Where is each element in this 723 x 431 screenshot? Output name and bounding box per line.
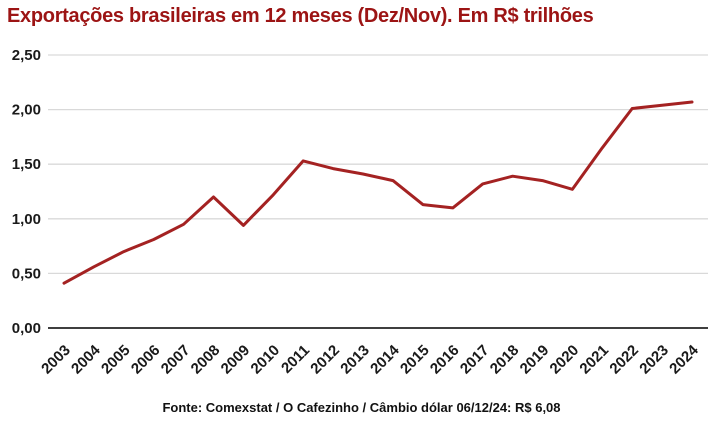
- y-tick-label: 2,50: [12, 47, 41, 64]
- x-tick-label: 2021: [576, 342, 612, 378]
- x-tick-label: 2018: [487, 342, 523, 378]
- chart-source-caption: Fonte: Comexstat / O Cafezinho / Câmbio …: [162, 400, 561, 415]
- y-tick-label: 1,50: [12, 156, 41, 173]
- x-tick-label: 2020: [547, 342, 583, 378]
- x-tick-label: 2005: [98, 342, 134, 378]
- y-tick-label: 0,50: [12, 265, 41, 282]
- x-tick-label: 2024: [666, 341, 702, 377]
- y-tick-label: 2,00: [12, 102, 41, 119]
- x-tick-label: 2010: [248, 342, 284, 378]
- x-tick-label: 2016: [427, 342, 463, 378]
- x-tick-label: 2011: [278, 342, 313, 377]
- x-tick-label: 2015: [397, 342, 433, 378]
- chart-title: Exportações brasileiras em 12 meses (Dez…: [7, 5, 594, 27]
- x-tick-label: 2013: [337, 342, 373, 378]
- y-tick-label: 1,00: [12, 211, 41, 228]
- x-tick-label: 2007: [158, 342, 194, 378]
- x-tick-label: 2009: [218, 342, 254, 378]
- x-tick-label: 2019: [517, 342, 553, 378]
- x-tick-label: 2017: [457, 342, 493, 378]
- x-tick-label: 2008: [188, 342, 224, 378]
- x-tick-label: 2012: [307, 342, 343, 378]
- x-tick-label: 2014: [367, 341, 403, 377]
- data-series-line: [62, 100, 694, 285]
- y-tick-label: 0,00: [12, 320, 41, 337]
- x-tick-label: 2003: [38, 342, 74, 378]
- x-tick-label: 2004: [68, 341, 104, 377]
- x-tick-label: 2006: [128, 342, 164, 378]
- x-tick-label: 2023: [636, 342, 672, 378]
- x-tick-label: 2022: [606, 342, 642, 378]
